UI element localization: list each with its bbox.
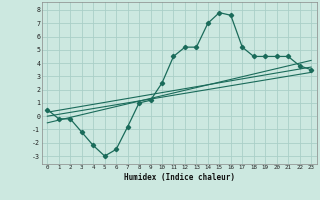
X-axis label: Humidex (Indice chaleur): Humidex (Indice chaleur) <box>124 173 235 182</box>
